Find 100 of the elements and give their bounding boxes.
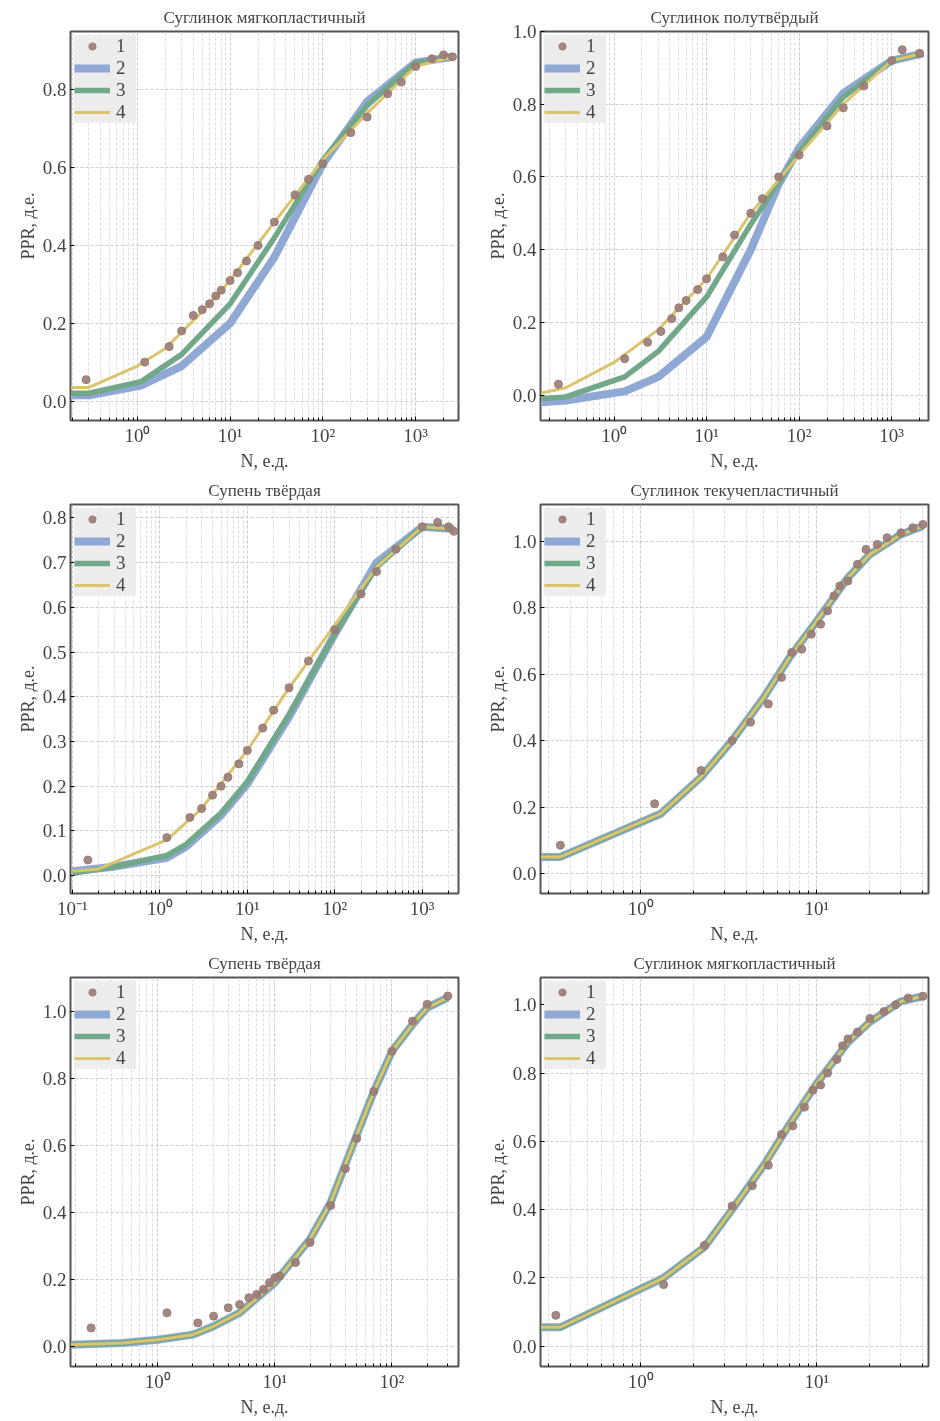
x-tick-label: 10¹ [804,1370,830,1392]
y-tick-label: 0.6 [42,596,67,618]
legend-label: 3 [586,552,597,574]
y-tick-label: 0.2 [42,775,67,797]
y-tick-label: 0.8 [42,1067,67,1089]
legend-label: 1 [116,508,127,530]
y-tick-label: 0.6 [512,663,537,685]
legend-label: 3 [586,79,597,101]
y-axis-title: PPR, д.е. [17,665,38,733]
x-tick-label: 10³ [403,424,429,446]
legend-label: 4 [586,1047,597,1069]
x-tick-label: 10⁰ [144,1370,171,1392]
y-tick-label: 0.0 [512,384,537,406]
x-tick-label: 10² [310,424,336,446]
x-tick-label: 10¹ [217,424,243,446]
y-tick-label: 0.2 [512,796,537,818]
y-tick-label: 0.0 [42,865,67,887]
x-tick-label: 10⁰ [601,424,628,446]
legend-label: 2 [586,1003,597,1025]
chart-title: Суглинок полутвёрдый [650,7,819,27]
x-axis-title: N, е.д. [710,923,759,944]
y-tick-label: 0.0 [512,863,537,885]
legend-label: 4 [116,574,127,596]
chart-title: Суглинок мягкопластичный [163,7,366,27]
y-tick-label: 0.7 [42,552,67,574]
y-tick-label: 0.6 [512,166,537,188]
x-axis-title: N, е.д. [710,1396,759,1417]
y-tick-label: 0.6 [42,157,67,179]
x-tick-label: 10⁰ [124,424,151,446]
legend-label: 4 [116,101,127,123]
legend-label: 3 [116,79,127,101]
y-tick-label: 0.8 [512,93,537,115]
y-tick-label: 0.4 [512,730,537,752]
x-tick-label: 10⁻¹ [57,897,89,919]
x-axis-title: N, е.д. [710,450,759,471]
y-tick-label: 1.0 [512,530,537,552]
y-tick-label: 0.2 [512,1267,537,1289]
x-tick-label: 10⁰ [627,897,654,919]
x-tick-label: 10⁰ [627,1370,654,1392]
x-tick-label: 10² [379,1370,405,1392]
x-axis-title: N, е.д. [240,450,289,471]
x-tick-label: 10³ [879,424,905,446]
legend-label: 1 [586,35,597,57]
y-tick-label: 1.0 [512,994,537,1016]
y-axis-title: PPR, д.е. [487,665,508,733]
x-tick-label: 10¹ [804,897,830,919]
y-tick-label: 0.2 [512,311,537,333]
x-axis-title: N, е.д. [240,923,289,944]
y-tick-label: 0.5 [42,641,67,663]
legend-label: 3 [116,552,127,574]
x-tick-label: 10⁰ [146,897,173,919]
legend-label: 4 [586,101,597,123]
y-tick-label: 0.8 [42,507,67,529]
y-tick-label: 0.8 [42,79,67,101]
y-tick-label: 0.6 [42,1134,67,1156]
legend-label: 1 [116,35,127,57]
y-tick-label: 0.4 [512,1199,537,1221]
legend-label: 2 [586,530,597,552]
chart-title: Суглинок текучепластичный [630,480,839,500]
legend-label: 4 [116,1047,127,1069]
legend-label: 2 [116,1003,127,1025]
legend-label: 4 [586,574,597,596]
legend-label: 1 [586,981,597,1003]
x-tick-label: 10² [786,424,812,446]
y-tick-label: 1.0 [42,1000,67,1022]
x-tick-label: 10¹ [694,424,720,446]
y-tick-label: 0.8 [512,1062,537,1084]
chart-title: Супень твёрдая [208,480,321,500]
legend-label: 1 [116,981,127,1003]
x-tick-label: 10¹ [234,897,260,919]
chart-title: Суглинок мягкопластичный [633,953,836,973]
y-tick-label: 0.8 [512,597,537,619]
y-tick-label: 0.2 [42,312,67,334]
x-tick-label: 10³ [409,897,435,919]
y-tick-label: 0.1 [42,820,67,842]
y-tick-label: 0.3 [42,730,67,752]
y-tick-label: 0.4 [42,1201,67,1223]
chart-title: Супень твёрдая [208,953,321,973]
legend-label: 1 [586,508,597,530]
legend-label: 3 [586,1025,597,1047]
y-tick-label: 0.2 [42,1268,67,1290]
x-axis-title: N, е.д. [240,1396,289,1417]
legend-label: 2 [586,57,597,79]
y-axis-title: PPR, д.е. [17,192,38,260]
y-tick-label: 0.0 [512,1335,537,1357]
y-axis-title: PPR, д.е. [487,192,508,260]
x-tick-label: 10² [322,897,348,919]
y-tick-label: 0.0 [42,1335,67,1357]
legend-label: 2 [116,57,127,79]
y-tick-label: 0.6 [512,1130,537,1152]
legend-label: 3 [116,1025,127,1047]
y-axis-title: PPR, д.е. [17,1138,38,1206]
y-tick-label: 0.4 [42,686,67,708]
legend-label: 2 [116,530,127,552]
y-tick-label: 0.4 [512,239,537,261]
y-tick-label: 1.0 [512,21,537,42]
y-tick-label: 0.4 [42,234,67,256]
y-tick-label: 0.0 [42,390,67,412]
x-tick-label: 10¹ [262,1370,288,1392]
y-axis-title: PPR, д.е. [487,1138,508,1206]
